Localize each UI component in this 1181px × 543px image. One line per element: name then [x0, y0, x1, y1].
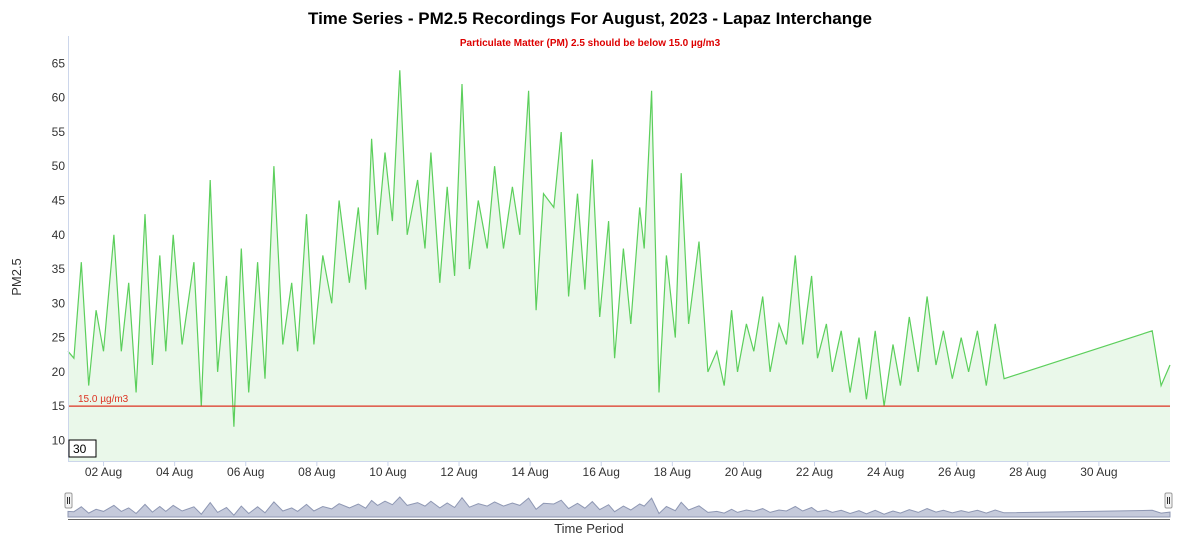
y-tick-label: 15	[52, 399, 66, 413]
x-tick-label: 16 Aug	[583, 465, 620, 479]
x-tick-label: 30 Aug	[1080, 465, 1117, 479]
threshold-label: 15.0 µg/m3	[78, 394, 129, 405]
x-tick-label: 10 Aug	[369, 465, 406, 479]
y-tick-label: 65	[52, 56, 66, 70]
y-axis-label: PM2.5	[9, 258, 24, 296]
y-tick-label: 50	[52, 159, 66, 173]
x-tick-label: 18 Aug	[654, 465, 691, 479]
y-axis: 10 15 20 25 30 35 40 45 50 55 60 65	[52, 56, 66, 447]
y-tick-label: 10	[52, 433, 66, 447]
y-tick-label: 60	[52, 91, 66, 105]
y-tick-label: 25	[52, 331, 66, 345]
x-tick-label: 22 Aug	[796, 465, 833, 479]
x-tick-label: 08 Aug	[298, 465, 335, 479]
series-area-fill	[68, 70, 1170, 462]
navigator-right-handle[interactable]	[1164, 492, 1173, 509]
rolling-period-box[interactable]: 30	[68, 439, 97, 458]
x-axis: 02 Aug 04 Aug 06 Aug 08 Aug 10 Aug 12 Aug 14 A…	[85, 461, 1118, 479]
navigator-series	[67, 496, 1171, 518]
x-tick-label: 06 Aug	[227, 465, 264, 479]
y-tick-label: 30	[52, 296, 66, 310]
x-tick-label: 12 Aug	[440, 465, 477, 479]
y-tick-label: 45	[52, 194, 66, 208]
x-tick-label: 26 Aug	[938, 465, 975, 479]
x-tick-label: 04 Aug	[156, 465, 193, 479]
chart-title: Time Series - PM2.5 Recordings For Augus…	[308, 9, 872, 28]
chart-subtitle: Particulate Matter (PM) 2.5 should be be…	[460, 38, 721, 49]
x-tick-label: 28 Aug	[1009, 465, 1046, 479]
x-axis-label: Time Period	[554, 521, 624, 536]
series-line[interactable]	[67, 70, 1171, 427]
navigator[interactable]	[64, 483, 1173, 520]
y-tick-label: 20	[52, 365, 66, 379]
x-tick-label: 14 Aug	[511, 465, 548, 479]
y-tick-label: 40	[52, 228, 66, 242]
y-tick-label: 35	[52, 262, 66, 276]
x-tick-label: 24 Aug	[867, 465, 904, 479]
x-tick-label: 02 Aug	[85, 465, 122, 479]
rolling-period-value: 30	[73, 442, 87, 456]
y-tick-label: 55	[52, 125, 66, 139]
plot-area[interactable]: 15.0 µg/m3	[67, 70, 1171, 462]
navigator-left-handle[interactable]	[64, 492, 73, 509]
x-tick-label: 20 Aug	[725, 465, 762, 479]
